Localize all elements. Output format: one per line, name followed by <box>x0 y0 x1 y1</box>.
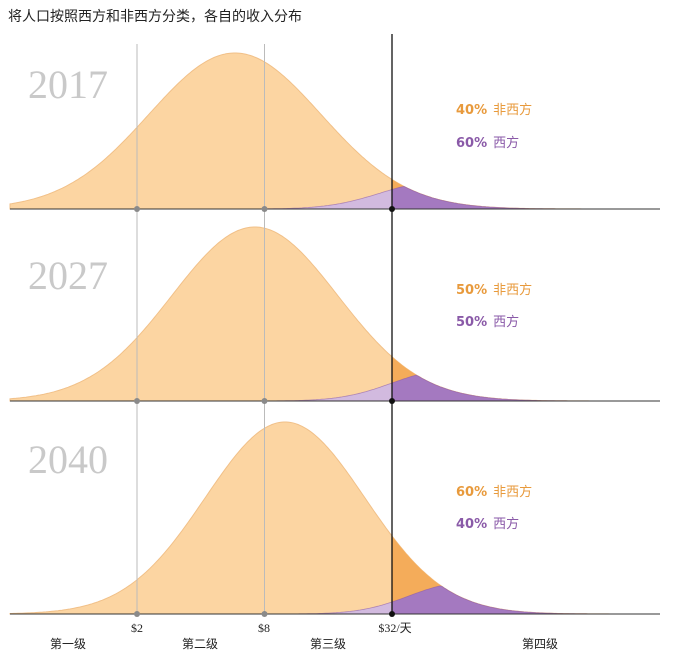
western-low-income-area-2017 <box>10 189 392 209</box>
year-label-2040: 2040 <box>28 437 108 482</box>
tick-marker-2027-2 <box>134 398 140 404</box>
tick-label-2: $2 <box>131 621 143 635</box>
western-share-2027: 50% 西方 <box>456 314 519 330</box>
tick-label-32: $32/天 <box>378 621 411 635</box>
western-share-2017: 60% 西方 <box>456 135 519 151</box>
western-low-income-area-2040 <box>10 602 392 614</box>
tick-marker-2040-8 <box>261 611 268 617</box>
level-label-4: 第四级 <box>522 637 558 651</box>
western-high-income-area-2027 <box>392 375 660 401</box>
tick-markers <box>134 206 395 617</box>
western-high-income-area-2040 <box>392 585 660 614</box>
year-label-2027: 2027 <box>28 253 108 298</box>
western-high-income-area-2017 <box>392 186 660 209</box>
chart-title: 将人口按照西方和非西方分类，各自的收入分布 <box>8 9 302 25</box>
western-low-income-area-2027 <box>10 383 392 401</box>
nonwestern-share-2017: 40% 非西方 <box>456 102 532 118</box>
western-share-2040: 40% 西方 <box>456 516 519 532</box>
panel-2017: 2017 40% 非西方 60% 西方 <box>9 52 660 210</box>
tick-marker-2027-32 <box>389 398 395 404</box>
panel-2040: 2040 60% 非西方 40% 西方 <box>9 421 660 615</box>
tick-marker-2017-2 <box>134 206 140 212</box>
level-label-1: 第一级 <box>50 637 86 651</box>
tick-marker-2027-8 <box>261 398 268 404</box>
year-label-2017: 2017 <box>28 62 108 107</box>
level-label-2: 第二级 <box>182 637 218 651</box>
tick-marker-2017-32 <box>389 206 395 212</box>
tick-marker-2017-8 <box>261 206 268 212</box>
level-label-3: 第三级 <box>310 637 346 651</box>
tick-marker-2040-2 <box>134 611 140 617</box>
nonwestern-share-2027: 50% 非西方 <box>456 282 532 298</box>
nonwestern-share-2040: 60% 非西方 <box>456 484 532 500</box>
panel-2027: 2027 50% 非西方 50% 西方 <box>9 226 660 402</box>
tick-label-8: $8 <box>258 621 270 635</box>
tick-marker-2040-32 <box>389 611 395 617</box>
